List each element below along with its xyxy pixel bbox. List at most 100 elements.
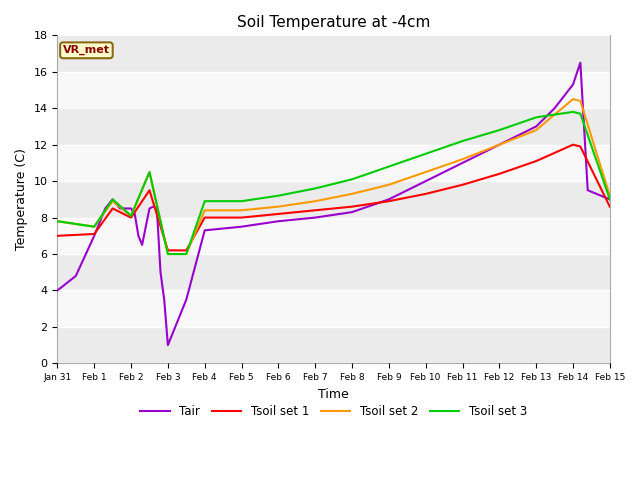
Tair	[134, 233, 142, 239]
Tsoil set 1	[237, 215, 245, 220]
Tair	[153, 205, 161, 211]
Tsoil set 1	[275, 211, 282, 217]
Tsoil set 2	[182, 251, 190, 257]
Tair	[101, 205, 109, 211]
Tsoil set 2	[201, 207, 209, 213]
Legend: Tair, Tsoil set 1, Tsoil set 2, Tsoil set 3: Tair, Tsoil set 1, Tsoil set 2, Tsoil se…	[135, 401, 532, 423]
Tsoil set 1	[577, 144, 584, 149]
Tair	[116, 205, 124, 211]
Tsoil set 3	[422, 151, 429, 156]
Tsoil set 2	[237, 207, 245, 213]
Line: Tsoil set 1: Tsoil set 1	[58, 144, 610, 251]
Tsoil set 3	[146, 169, 154, 175]
Line: Tair: Tair	[58, 63, 610, 345]
Tsoil set 2	[109, 198, 116, 204]
Tair	[131, 211, 139, 217]
Tair	[459, 160, 467, 166]
Tsoil set 3	[495, 127, 503, 133]
Tair	[532, 123, 540, 129]
Tsoil set 1	[569, 142, 577, 147]
Tair	[149, 204, 157, 210]
Y-axis label: Temperature (C): Temperature (C)	[15, 148, 28, 250]
Tsoil set 2	[532, 127, 540, 133]
Tsoil set 1	[90, 231, 98, 237]
Tair	[90, 233, 98, 239]
Tair	[54, 288, 61, 293]
Tsoil set 3	[348, 177, 356, 182]
Tsoil set 1	[127, 215, 135, 220]
Tsoil set 3	[577, 111, 584, 117]
Tair	[385, 196, 393, 202]
Tsoil set 1	[532, 158, 540, 164]
Tsoil set 3	[201, 198, 209, 204]
Tsoil set 3	[532, 114, 540, 120]
Tair	[275, 218, 282, 224]
Tsoil set 3	[164, 251, 172, 257]
Tsoil set 1	[164, 248, 172, 253]
Tair	[109, 196, 116, 202]
Tair	[311, 215, 319, 220]
Tair	[606, 196, 614, 202]
Tsoil set 1	[459, 182, 467, 188]
Tsoil set 2	[311, 198, 319, 204]
Tsoil set 1	[348, 204, 356, 210]
Tair	[237, 224, 245, 229]
Tsoil set 3	[127, 213, 135, 219]
Tsoil set 1	[54, 233, 61, 239]
Tsoil set 3	[237, 198, 245, 204]
Tsoil set 3	[606, 196, 614, 202]
Tsoil set 1	[201, 215, 209, 220]
Bar	[58, 108, 610, 144]
Tsoil set 2	[54, 218, 61, 224]
Tair	[161, 297, 168, 302]
Text: VR_met: VR_met	[63, 45, 110, 56]
Tair	[577, 60, 584, 66]
Line: Tsoil set 3: Tsoil set 3	[58, 112, 610, 254]
Tsoil set 2	[569, 96, 577, 102]
Tsoil set 1	[109, 205, 116, 211]
Bar	[58, 254, 610, 290]
Tsoil set 1	[606, 204, 614, 210]
Tsoil set 3	[182, 251, 190, 257]
Tsoil set 3	[311, 186, 319, 192]
Tsoil set 1	[146, 187, 154, 193]
Bar	[58, 36, 610, 72]
Tsoil set 2	[146, 169, 154, 175]
Tsoil set 2	[90, 224, 98, 229]
Bar	[58, 327, 610, 363]
Bar	[58, 181, 610, 217]
Tsoil set 2	[422, 169, 429, 175]
Tsoil set 2	[164, 251, 172, 257]
Tsoil set 2	[606, 193, 614, 199]
Tair	[569, 82, 577, 87]
Title: Soil Temperature at -4cm: Soil Temperature at -4cm	[237, 15, 430, 30]
Tsoil set 2	[385, 182, 393, 188]
Tair	[146, 205, 154, 211]
Tair	[495, 142, 503, 147]
Tsoil set 2	[577, 98, 584, 104]
Bar	[58, 144, 610, 181]
Tair	[201, 228, 209, 233]
Tsoil set 3	[275, 193, 282, 199]
Tsoil set 3	[459, 138, 467, 144]
Tair	[348, 209, 356, 215]
Line: Tsoil set 2: Tsoil set 2	[58, 99, 610, 254]
Bar	[58, 290, 610, 327]
Tair	[138, 242, 146, 248]
Tsoil set 2	[495, 142, 503, 147]
Tair	[142, 224, 150, 229]
Tsoil set 3	[109, 196, 116, 202]
X-axis label: Time: Time	[318, 388, 349, 401]
Tsoil set 1	[182, 248, 190, 253]
Tair	[182, 297, 190, 302]
Tair	[551, 105, 559, 111]
Tsoil set 3	[569, 109, 577, 115]
Tsoil set 1	[385, 198, 393, 204]
Tsoil set 2	[459, 156, 467, 162]
Tsoil set 1	[311, 207, 319, 213]
Tsoil set 2	[348, 191, 356, 197]
Tsoil set 1	[495, 171, 503, 177]
Tair	[127, 205, 135, 211]
Bar	[58, 217, 610, 254]
Tair	[584, 187, 591, 193]
